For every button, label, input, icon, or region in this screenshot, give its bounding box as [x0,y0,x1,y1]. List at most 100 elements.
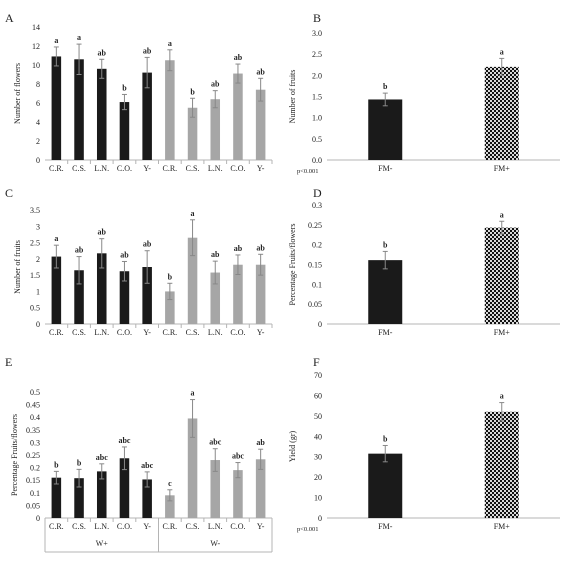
y-tick-label: 0.2 [312,241,322,250]
panel-label: D [313,186,322,200]
chart-panel-e: E 0 0.05 0.1 0.15 0.2 0.25 0.3 0.35 0.4 0.45 0.5 Per… [5,355,273,553]
significance-letter: abc [232,452,244,461]
x-tick-label: Y- [143,164,151,173]
bar [165,495,175,518]
x-tick-label: Y- [143,328,151,337]
y-tick-label: 0.1 [30,489,40,498]
y-tick-label: 14 [32,23,40,32]
x-tick-label: C.O. [230,522,245,531]
y-tick-label: 1 [36,287,40,296]
y-tick-label: 0.1 [312,280,322,289]
y-tick-label: 0.25 [26,451,40,460]
significance-letter: a [500,210,504,219]
significance-letter: a [500,47,504,56]
bar [233,73,243,160]
bar [51,56,62,161]
x-tick-label: C.S. [72,522,86,531]
bar [51,256,62,324]
bar [142,72,152,160]
group-label: W+ [96,539,109,548]
x-tick-label: C.S. [186,164,200,173]
y-tick-label: 2.5 [312,50,322,59]
chart-panel-b: B 0.0 0.5 1.0 1.5 2.0 2.5 3.0 Number of fruits b F… [288,11,560,175]
significance-letter: ab [211,80,220,89]
significance-letter: b [190,87,195,96]
bar [51,477,62,518]
bar [119,102,130,160]
y-tick-label: 20 [314,473,322,482]
bar [484,66,519,160]
significance-letter: ab [256,243,265,252]
bar [233,264,243,324]
bar [255,459,266,518]
x-tick-label: Y- [257,328,265,337]
chart-panel-d: D 0 0.05 0.1 0.15 0.2 0.25 0.3 Percentage Fruits… [288,186,560,337]
significance-letter: a [54,234,58,243]
significance-letter: abc [96,453,108,462]
bar [233,470,243,518]
bar [187,237,198,324]
significance-letter: abc [118,436,130,445]
significance-letter: abc [141,461,153,470]
y-tick-label: 0.2 [30,464,40,473]
y-tick-label: 40 [314,432,322,441]
y-tick-label: 3.0 [312,29,322,38]
y-tick-label: 50 [314,412,322,421]
x-tick-label: L.N. [208,328,223,337]
significance-letter: ab [98,48,107,57]
significance-letter: b [168,272,173,281]
y-axis-label: Number of flowers [13,63,22,124]
panel-label: C [5,186,13,200]
x-tick-label: C.O. [117,164,132,173]
bar [210,460,221,518]
x-tick-label: C.O. [230,164,245,173]
x-tick-label: L.N. [208,164,223,173]
y-tick-label: 60 [314,391,322,400]
bar [484,227,519,324]
x-tick-label: C.R. [49,328,64,337]
significance-letter: b [54,460,59,469]
x-tick-label: L.N. [94,522,109,531]
significance-letter: ab [234,53,243,62]
significance-letter: c [168,479,172,488]
x-tick-label: C.O. [230,328,245,337]
bar [96,471,107,518]
y-axis-label: Percentage Fruits/flowers [288,224,297,306]
bar [119,271,130,324]
significance-letter: b [383,82,388,91]
bar [142,267,152,324]
bar [187,418,198,518]
significance-letter: a [54,36,58,45]
significance-letter: ab [143,46,152,55]
y-tick-label: 0.3 [30,438,40,447]
x-tick-label: FM- [378,522,393,531]
significance-letter: a [191,209,195,218]
bar [74,59,84,160]
group-label: W- [210,539,220,548]
significance-letter: ab [256,438,265,447]
x-tick-label: C.R. [163,328,178,337]
y-tick-label: 12 [32,42,40,51]
significance-letter: b [77,458,82,467]
y-axis-label: Percentage Fruits/flowers [10,414,19,496]
x-tick-label: FM+ [494,164,511,173]
x-tick-label: Y- [257,164,265,173]
x-tick-label: FM- [378,164,393,173]
significance-letter: b [122,83,127,92]
significance-letter: abc [209,438,221,447]
significance-letter: a [168,39,172,48]
x-tick-label: Y- [257,522,265,531]
y-tick-label: 0.05 [308,300,322,309]
x-tick-label: L.N. [208,522,223,531]
bar [368,99,403,160]
y-axis-label: Number of fruits [13,240,22,294]
y-tick-label: 3.5 [30,206,40,215]
y-tick-label: 8 [36,80,40,89]
bar [74,270,84,324]
significance-letter: a [191,389,195,398]
y-tick-label: 0.35 [26,426,40,435]
bar [255,89,266,160]
y-axis-label: Number of fruits [288,70,297,124]
